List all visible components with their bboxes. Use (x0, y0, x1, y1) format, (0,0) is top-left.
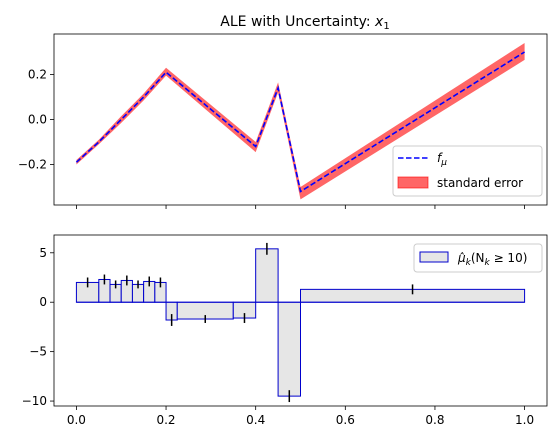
bottom-y-tick-label: 5 (39, 246, 47, 260)
bottom-panel: 0.0 0.2 0.4 0.6 0.8 1.0 5 0 −5 −10 μ̂k(Nk ≥ 10) (22, 234, 548, 427)
bottom-x-tick-label: 0.4 (246, 413, 265, 427)
bottom-y-tick-label: −10 (22, 394, 47, 408)
bottom-axis-ticks: 0.0 0.2 0.4 0.6 0.8 1.0 5 0 −5 −10 (22, 246, 534, 427)
top-y-tick-label: 0.0 (28, 113, 47, 127)
bottom-plot-frame (53, 234, 548, 407)
bottom-x-tick-label: 0.0 (67, 413, 86, 427)
legend-band-swatch (397, 176, 429, 189)
bottom-y-tick-label: −5 (29, 345, 47, 359)
top-y-tick-label: −0.2 (18, 158, 47, 172)
bottom-y-tick-label: 0 (39, 295, 47, 309)
error-bar-layer (86, 242, 414, 403)
ale-bar (255, 248, 279, 303)
chart-title: ALE with Uncertainty: x1 (220, 14, 389, 32)
top-legend: fμ standard error (392, 145, 543, 197)
legend-band-label: standard error (437, 176, 523, 190)
top-legend-box (392, 145, 543, 197)
ale-bar (277, 301, 302, 397)
top-panel: 0.2 0.0 −0.2 fμ standard error (18, 33, 548, 209)
bottom-x-tick-label: 0.8 (425, 413, 444, 427)
mean-effect-line (75, 51, 526, 193)
top-y-tick-label: 0.2 (28, 68, 47, 82)
mean-line-layer (75, 51, 526, 193)
bottom-legend: μ̂k(Nk ≥ 10) (413, 243, 543, 273)
bottom-x-tick-label: 1.0 (515, 413, 534, 427)
legend-bar-label: μ̂k(Nk ≥ 10) (457, 251, 527, 268)
bottom-x-tick-label: 0.6 (336, 413, 355, 427)
bottom-x-tick-label: 0.2 (156, 413, 175, 427)
bottom-legend-box (413, 243, 543, 273)
top-axis-ticks: 0.2 0.0 −0.2 (18, 68, 525, 209)
legend-mean-label: fμ (437, 151, 447, 168)
legend-bar-swatch (419, 251, 449, 263)
